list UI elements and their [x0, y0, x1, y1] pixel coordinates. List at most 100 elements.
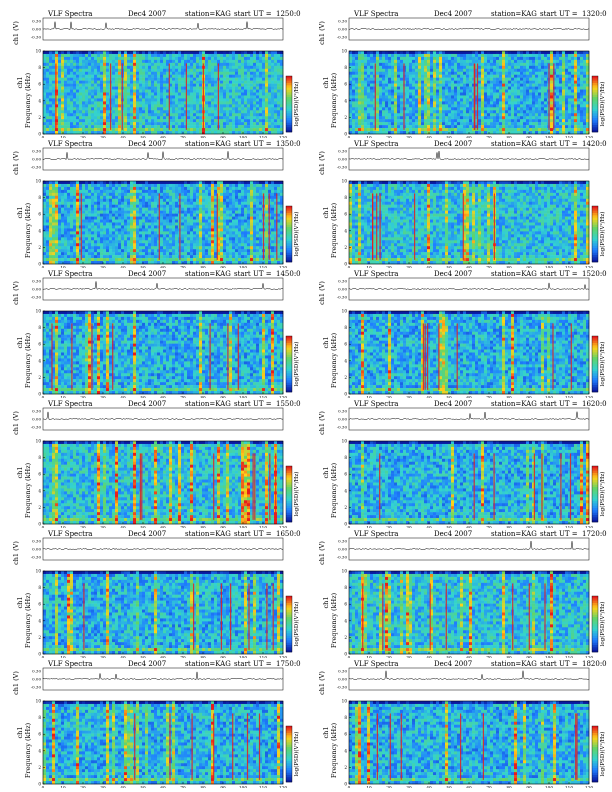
spectral-streak	[220, 583, 222, 650]
ch1-axis-label: ch1 (V)	[12, 281, 20, 305]
ch1-tick-label: -0.30	[337, 425, 348, 430]
y-tick-label: 6	[38, 472, 41, 477]
spectral-streak	[460, 713, 462, 780]
x-tick-label: 40	[120, 526, 126, 529]
ch-axis-label: ch1	[16, 207, 24, 219]
spectral-streak	[427, 323, 429, 390]
spectral-streak	[476, 63, 479, 130]
colorbar-label: log(PSD)(V²/Hz)	[293, 342, 300, 387]
colorbar	[592, 206, 598, 263]
panel-start-label: start UT =	[234, 270, 272, 278]
y-tick-label: 4	[344, 618, 347, 623]
panel-title: VLF Spectra	[354, 140, 398, 148]
y-tick-label: 0	[38, 782, 41, 787]
ch1-tick-label: 0.00	[338, 157, 347, 162]
spectrogram-image	[43, 441, 284, 525]
x-tick-label: 20	[386, 396, 392, 399]
ch1-tick-label: 0.00	[32, 287, 41, 292]
spectral-streak	[482, 713, 484, 780]
spectral-streak	[424, 323, 426, 390]
panel-start-ut: 1550:0	[276, 400, 301, 408]
spectral-streak	[121, 63, 123, 130]
panel-station: station=KAG	[491, 660, 537, 668]
x-tick-label: 60	[466, 266, 472, 269]
y-tick-label: 4	[38, 228, 41, 233]
x-tick-label: 120	[279, 396, 287, 399]
panel-station: station=KAG	[185, 270, 231, 278]
spectral-streak	[553, 63, 555, 130]
spectrogram-panel: VLF Spectra Dec4 2007 station=KAG start UT …	[306, 658, 612, 788]
spectral-streak	[110, 63, 112, 130]
x-tick-label: 40	[120, 396, 126, 399]
y-tick-label: 2	[344, 245, 347, 250]
y-axis-label: Frequency (kHz)	[24, 722, 32, 778]
y-axis-label: Frequency (kHz)	[330, 722, 338, 778]
x-tick-label: 0	[348, 396, 351, 399]
spectral-streak	[575, 713, 577, 780]
x-tick-label: 80	[506, 526, 512, 529]
ch1-waveform	[348, 540, 590, 551]
y-tick-label: 0	[344, 782, 347, 787]
x-tick-label: 70	[486, 526, 492, 529]
ch1-waveform	[42, 671, 284, 681]
panel-start-label: start UT =	[540, 530, 578, 538]
y-tick-label: 4	[38, 618, 41, 623]
x-tick-label: 40	[426, 396, 432, 399]
x-tick-label: 90	[220, 656, 226, 659]
spectral-streak	[216, 193, 218, 260]
x-tick-label: 0	[348, 266, 351, 269]
x-tick-label: 10	[60, 266, 66, 269]
x-tick-label: 20	[80, 266, 86, 269]
x-tick-label: 0	[42, 786, 45, 789]
spectral-streak	[168, 63, 170, 130]
ch1-waveform	[42, 21, 284, 31]
y-tick-label: 0	[344, 262, 347, 267]
ch-axis-label: ch1	[322, 337, 330, 349]
spectrogram-panel: VLF Spectra Dec4 2007 station=KAG start UT …	[0, 268, 306, 398]
x-tick-label: 30	[100, 266, 106, 269]
panel-date: Dec4 2007	[128, 10, 166, 18]
panel-station: station=KAG	[491, 530, 537, 538]
panel-start-ut: 1520:0	[582, 270, 607, 278]
x-tick-label: 100	[239, 266, 247, 269]
x-tick-label: 110	[565, 136, 573, 139]
y-tick-label: 0	[344, 392, 347, 397]
colorbar	[286, 206, 292, 263]
colorbar	[286, 466, 292, 523]
y-tick-label: 8	[38, 585, 41, 590]
x-tick-label: 60	[160, 396, 166, 399]
panel-start-label: start UT =	[540, 660, 578, 668]
ch1-axis-label: ch1 (V)	[12, 671, 20, 695]
ch1-tick-label: 0.30	[338, 669, 347, 674]
x-tick-label: 20	[80, 786, 86, 789]
y-tick-label: 0	[344, 522, 347, 527]
x-tick-label: 70	[180, 526, 186, 529]
spectral-streak	[403, 63, 405, 130]
x-tick-label: 0	[42, 136, 45, 139]
y-tick-label: 4	[38, 358, 41, 363]
x-tick-label: 100	[239, 526, 247, 529]
y-tick-label: 6	[344, 472, 347, 477]
spectral-streak	[272, 583, 274, 650]
ch1-waveform	[43, 411, 284, 421]
panel-title: VLF Spectra	[354, 530, 398, 538]
spectral-streak	[456, 323, 458, 390]
colorbar	[286, 76, 292, 133]
colorbar-frame	[591, 335, 599, 393]
y-tick-label: 4	[344, 228, 347, 233]
x-tick-label: 70	[180, 656, 186, 659]
x-tick-label: 40	[426, 266, 432, 269]
x-tick-label: 110	[565, 396, 573, 399]
panel-date: Dec4 2007	[434, 10, 472, 18]
ch1-tick-label: 0.30	[338, 149, 347, 154]
y-tick-label: 0	[38, 132, 41, 137]
spectral-streak	[193, 583, 195, 650]
spectrogram-image	[349, 441, 590, 525]
ch1-tick-label: -0.30	[31, 685, 42, 690]
colorbar-label: log(PSD)(V²/Hz)	[599, 732, 606, 777]
colorbar-frame	[285, 465, 293, 523]
x-tick-label: 0	[348, 786, 351, 789]
spectral-streak	[379, 193, 381, 260]
